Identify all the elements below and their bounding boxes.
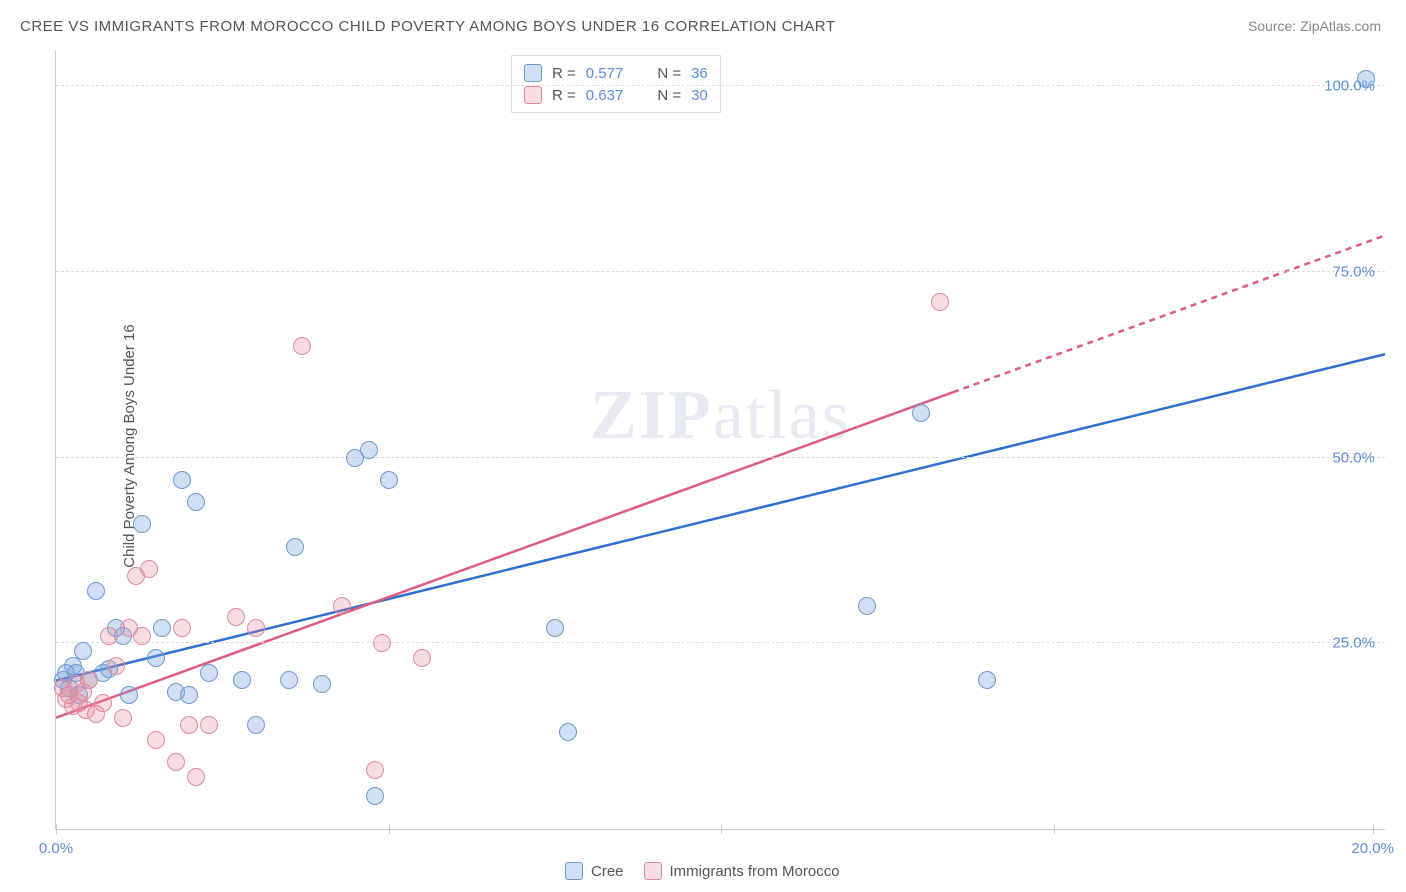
- y-tick-label: 75.0%: [1332, 263, 1375, 280]
- data-point: [147, 649, 165, 667]
- data-point: [173, 471, 191, 489]
- data-point: [120, 686, 138, 704]
- source-attribution: Source: ZipAtlas.com: [1248, 18, 1381, 34]
- gridline: [56, 271, 1385, 272]
- x-tick: [389, 824, 390, 834]
- chart-title: CREE VS IMMIGRANTS FROM MOROCCO CHILD PO…: [20, 18, 836, 35]
- legend-row: R = 0.637 N = 30: [524, 84, 708, 106]
- source-prefix: Source:: [1248, 18, 1300, 34]
- legend-label: Cree: [591, 863, 624, 880]
- data-point: [280, 671, 298, 689]
- data-point: [107, 657, 125, 675]
- data-point: [360, 441, 378, 459]
- n-label: N =: [657, 65, 681, 82]
- gridline: [56, 642, 1385, 643]
- data-point: [366, 761, 384, 779]
- data-point: [366, 787, 384, 805]
- r-value: 0.577: [586, 65, 624, 82]
- data-point: [912, 404, 930, 422]
- source-link[interactable]: ZipAtlas.com: [1300, 18, 1381, 34]
- data-point: [187, 768, 205, 786]
- data-point: [100, 627, 118, 645]
- data-point: [133, 627, 151, 645]
- correlation-legend: R = 0.577 N = 36 R = 0.637 N = 30: [511, 55, 721, 113]
- data-point: [153, 619, 171, 637]
- x-tick-label: 0.0%: [39, 840, 73, 857]
- legend-row: R = 0.577 N = 36: [524, 62, 708, 84]
- series-legend: Cree Immigrants from Morocco: [565, 862, 840, 880]
- x-tick-label: 20.0%: [1351, 840, 1394, 857]
- data-point: [200, 716, 218, 734]
- data-point: [147, 731, 165, 749]
- trend-lines: [56, 50, 1385, 829]
- r-label: R =: [552, 65, 576, 82]
- watermark: ZIPatlas: [590, 376, 851, 456]
- data-point: [180, 716, 198, 734]
- legend-swatch: [565, 862, 583, 880]
- data-point: [74, 642, 92, 660]
- r-label: R =: [552, 87, 576, 104]
- data-point: [227, 608, 245, 626]
- legend-swatch: [524, 86, 542, 104]
- data-point: [247, 619, 265, 637]
- n-value: 30: [691, 87, 708, 104]
- y-tick-label: 25.0%: [1332, 635, 1375, 652]
- legend-item: Cree: [565, 862, 624, 880]
- data-point: [114, 709, 132, 727]
- r-value: 0.637: [586, 87, 624, 104]
- data-point: [94, 694, 112, 712]
- gridline: [56, 457, 1385, 458]
- data-point: [931, 293, 949, 311]
- data-point: [167, 753, 185, 771]
- data-point: [559, 723, 577, 741]
- data-point: [380, 471, 398, 489]
- n-value: 36: [691, 65, 708, 82]
- data-point: [233, 671, 251, 689]
- data-point: [173, 619, 191, 637]
- gridline: [56, 85, 1385, 86]
- legend-label: Immigrants from Morocco: [670, 863, 840, 880]
- data-point: [333, 597, 351, 615]
- data-point: [133, 515, 151, 533]
- data-point: [313, 675, 331, 693]
- data-point: [140, 560, 158, 578]
- y-tick-label: 50.0%: [1332, 449, 1375, 466]
- data-point: [187, 493, 205, 511]
- data-point: [293, 337, 311, 355]
- legend-swatch: [644, 862, 662, 880]
- data-point: [413, 649, 431, 667]
- data-point: [978, 671, 996, 689]
- data-point: [1357, 70, 1375, 88]
- data-point: [858, 597, 876, 615]
- data-point: [373, 634, 391, 652]
- x-tick: [56, 824, 57, 834]
- legend-item: Immigrants from Morocco: [644, 862, 840, 880]
- x-tick: [721, 824, 722, 834]
- data-point: [180, 686, 198, 704]
- data-point: [87, 582, 105, 600]
- n-label: N =: [657, 87, 681, 104]
- data-point: [200, 664, 218, 682]
- data-point: [546, 619, 564, 637]
- scatter-plot: ZIPatlas R = 0.577 N = 36 R = 0.637 N = 30 25.0…: [55, 50, 1385, 830]
- x-tick: [1373, 824, 1374, 834]
- data-point: [80, 671, 98, 689]
- legend-swatch: [524, 64, 542, 82]
- data-point: [247, 716, 265, 734]
- data-point: [286, 538, 304, 556]
- x-tick: [1054, 824, 1055, 834]
